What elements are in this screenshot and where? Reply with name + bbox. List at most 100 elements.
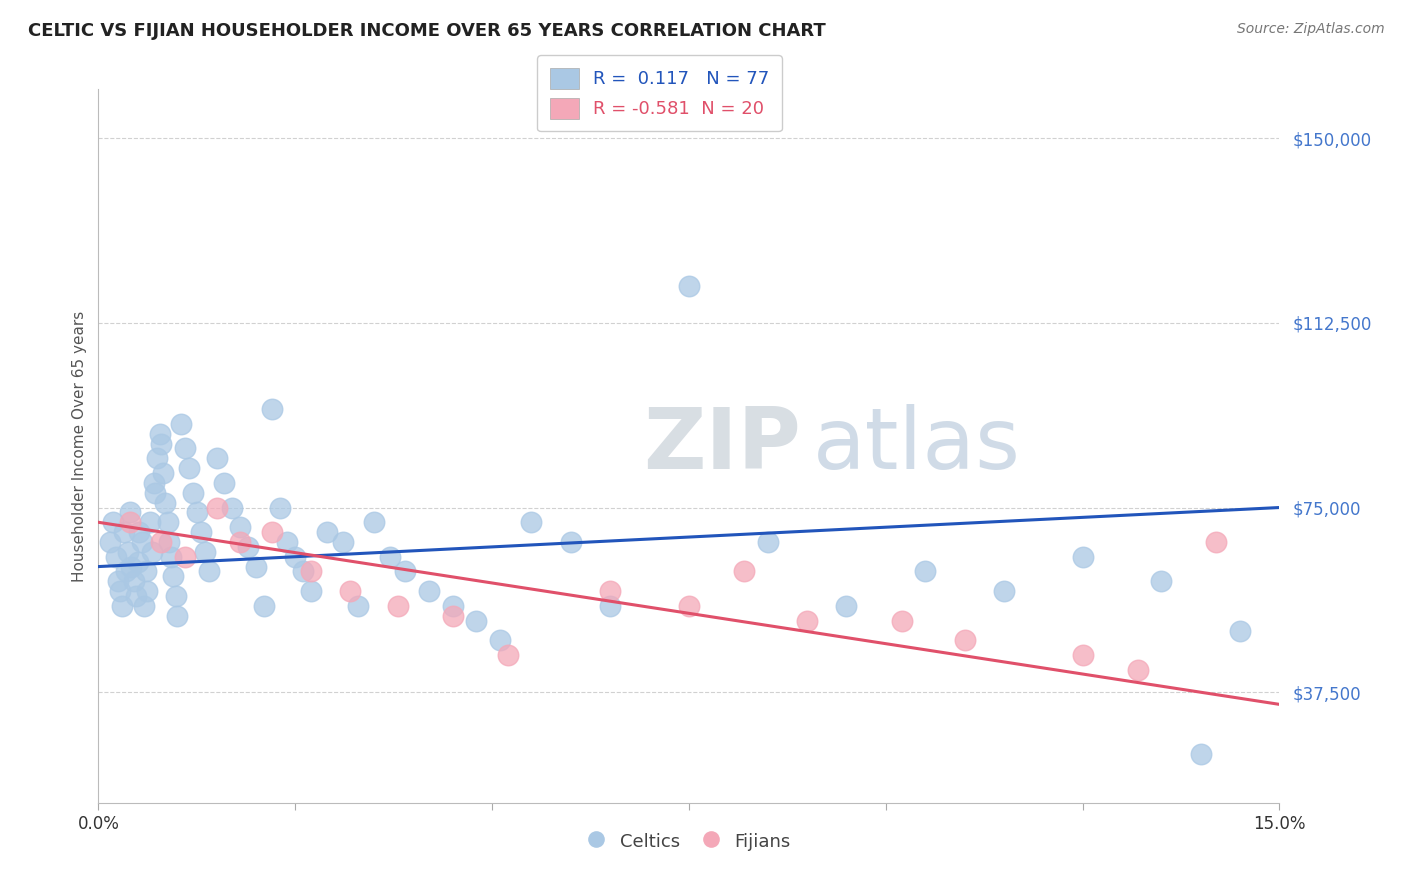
Y-axis label: Householder Income Over 65 years: Householder Income Over 65 years xyxy=(72,310,87,582)
Point xyxy=(292,565,315,579)
Point xyxy=(138,516,160,530)
Point xyxy=(315,525,337,540)
Point xyxy=(236,540,259,554)
Point xyxy=(229,535,252,549)
Point xyxy=(733,565,755,579)
Point xyxy=(104,549,127,564)
Point xyxy=(155,495,177,509)
Point xyxy=(174,549,197,564)
Point xyxy=(160,549,183,564)
Point xyxy=(143,485,166,500)
Point xyxy=(441,599,464,613)
Point xyxy=(132,599,155,613)
Point xyxy=(890,614,912,628)
Point xyxy=(953,633,976,648)
Point xyxy=(107,574,129,589)
Point xyxy=(156,516,179,530)
Point xyxy=(170,417,193,431)
Point xyxy=(599,599,621,613)
Point xyxy=(678,599,700,613)
Point xyxy=(489,633,512,648)
Point xyxy=(560,535,582,549)
Point xyxy=(214,475,236,490)
Point xyxy=(914,565,936,579)
Point xyxy=(127,555,149,569)
Point xyxy=(115,565,138,579)
Point xyxy=(117,545,139,559)
Point xyxy=(181,485,204,500)
Point xyxy=(276,535,298,549)
Point xyxy=(835,599,858,613)
Point xyxy=(142,475,165,490)
Point xyxy=(1150,574,1173,589)
Point xyxy=(1126,663,1149,677)
Point xyxy=(166,608,188,623)
Point xyxy=(186,505,208,519)
Point xyxy=(520,516,543,530)
Point xyxy=(269,500,291,515)
Point xyxy=(332,535,354,549)
Point xyxy=(150,436,173,450)
Point xyxy=(1205,535,1227,549)
Point xyxy=(174,442,197,456)
Point xyxy=(756,535,779,549)
Point xyxy=(347,599,370,613)
Point xyxy=(135,565,157,579)
Point xyxy=(162,569,184,583)
Point xyxy=(111,599,134,613)
Point xyxy=(146,451,169,466)
Point xyxy=(121,559,143,574)
Point xyxy=(993,584,1015,599)
Point xyxy=(1071,648,1094,662)
Point xyxy=(101,516,124,530)
Point xyxy=(378,549,401,564)
Point xyxy=(387,599,409,613)
Point xyxy=(141,545,163,559)
Point xyxy=(165,589,187,603)
Text: atlas: atlas xyxy=(813,404,1021,488)
Point xyxy=(128,525,150,540)
Point xyxy=(197,565,219,579)
Point xyxy=(465,614,488,628)
Point xyxy=(245,559,267,574)
Text: Source: ZipAtlas.com: Source: ZipAtlas.com xyxy=(1237,22,1385,37)
Legend: Celtics, Fijians: Celtics, Fijians xyxy=(576,821,801,862)
Point xyxy=(157,535,180,549)
Point xyxy=(122,574,145,589)
Point xyxy=(678,279,700,293)
Point xyxy=(796,614,818,628)
Point xyxy=(253,599,276,613)
Point xyxy=(110,584,132,599)
Text: CELTIC VS FIJIAN HOUSEHOLDER INCOME OVER 65 YEARS CORRELATION CHART: CELTIC VS FIJIAN HOUSEHOLDER INCOME OVER… xyxy=(28,22,825,40)
Point xyxy=(112,525,135,540)
Point xyxy=(205,451,228,466)
Point xyxy=(177,461,200,475)
Point xyxy=(394,565,416,579)
Point xyxy=(260,402,283,417)
Point xyxy=(260,525,283,540)
Point xyxy=(98,535,121,549)
Point xyxy=(284,549,307,564)
Point xyxy=(599,584,621,599)
Point xyxy=(136,584,159,599)
Point xyxy=(221,500,243,515)
Point xyxy=(363,516,385,530)
Point xyxy=(339,584,361,599)
Point xyxy=(150,535,173,549)
Point xyxy=(418,584,440,599)
Point xyxy=(1189,747,1212,761)
Point xyxy=(118,505,141,519)
Point xyxy=(496,648,519,662)
Point xyxy=(131,535,153,549)
Point xyxy=(118,516,141,530)
Point xyxy=(299,584,322,599)
Point xyxy=(441,608,464,623)
Point xyxy=(152,466,174,480)
Text: ZIP: ZIP xyxy=(644,404,801,488)
Point xyxy=(205,500,228,515)
Point xyxy=(1229,624,1251,638)
Point xyxy=(190,525,212,540)
Point xyxy=(149,426,172,441)
Point xyxy=(194,545,217,559)
Point xyxy=(1071,549,1094,564)
